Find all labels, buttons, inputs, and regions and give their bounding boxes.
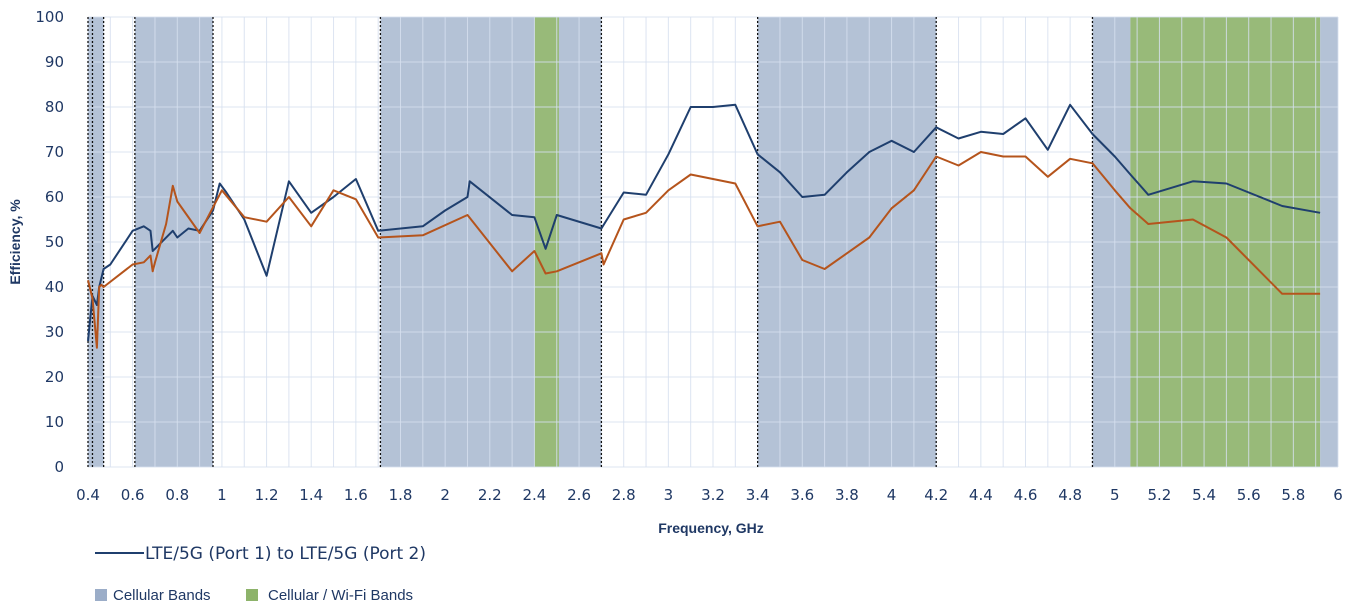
y-tick-label: 80 (45, 98, 64, 116)
band-boundary-layer (87, 17, 1094, 467)
x-tick-label: 2.2 (478, 486, 502, 504)
x-tick-label: 3.6 (790, 486, 814, 504)
x-tick-label: 5.6 (1237, 486, 1261, 504)
x-tick-label: 3.2 (701, 486, 725, 504)
x-tick-label: 0.6 (121, 486, 145, 504)
x-tick-label: 1.4 (299, 486, 323, 504)
x-axis-title: Frequency, GHz (658, 520, 764, 536)
legend: LTE/5G (Port 1) to LTE/5G (Port 2) Cellu… (95, 544, 426, 604)
x-tick-label: 4.8 (1058, 486, 1082, 504)
x-tick-label: 0.4 (76, 486, 100, 504)
x-tick-label: 5 (1110, 486, 1120, 504)
x-tick-label: 4.6 (1014, 486, 1038, 504)
x-tick-label: 3.4 (746, 486, 770, 504)
x-tick-label: 6 (1333, 486, 1343, 504)
legend-wifi-swatch (246, 589, 258, 601)
series-layer (87, 103, 1321, 349)
x-tick-label: 4.4 (969, 486, 993, 504)
x-tick-label: 4.2 (924, 486, 948, 504)
x-tick-label: 5.2 (1147, 486, 1171, 504)
y-tick-label: 30 (45, 323, 64, 341)
series-line-1 (87, 103, 1321, 342)
y-tick-label: 70 (45, 143, 64, 161)
legend-cellular-label: Cellular Bands (113, 587, 211, 604)
y-tick-label: 40 (45, 278, 64, 296)
y-tick-label: 0 (54, 458, 64, 476)
x-tick-label: 5.8 (1281, 486, 1305, 504)
x-tick-label: 3.8 (835, 486, 859, 504)
x-tick-label: 3 (664, 486, 674, 504)
y-axis-title: Efficiency, % (7, 199, 23, 285)
grid-layer (87, 16, 1339, 468)
x-tick-label: 1.2 (255, 486, 279, 504)
y-tick-label: 100 (35, 8, 64, 26)
x-tick-label: 2.6 (567, 486, 591, 504)
legend-series-label: LTE/5G (Port 1) to LTE/5G (Port 2) (145, 544, 426, 564)
series-line-2 (87, 151, 1321, 349)
x-tick-label: 0.8 (165, 486, 189, 504)
tick-layer: 0.4 0.6 0.8 1 1.2 1.4 1.6 1.8 2 2.2 2.4 2.6 2.8 3 3.2 3… (35, 8, 1342, 504)
legend-cellular-swatch (95, 589, 107, 601)
x-tick-label: 1.8 (389, 486, 413, 504)
x-tick-label: 1 (217, 486, 227, 504)
x-tick-label: 5.4 (1192, 486, 1216, 504)
y-tick-label: 20 (45, 368, 64, 386)
x-tick-label: 4 (887, 486, 897, 504)
y-tick-label: 10 (45, 413, 64, 431)
x-tick-label: 2.8 (612, 486, 636, 504)
x-tick-label: 1.6 (344, 486, 368, 504)
x-tick-label: 2 (440, 486, 450, 504)
y-tick-label: 90 (45, 53, 64, 71)
x-tick-label: 2.4 (522, 486, 546, 504)
legend-wifi-label: Cellular / Wi-Fi Bands (268, 587, 413, 604)
y-tick-label: 60 (45, 188, 64, 206)
y-tick-label: 50 (45, 233, 64, 251)
